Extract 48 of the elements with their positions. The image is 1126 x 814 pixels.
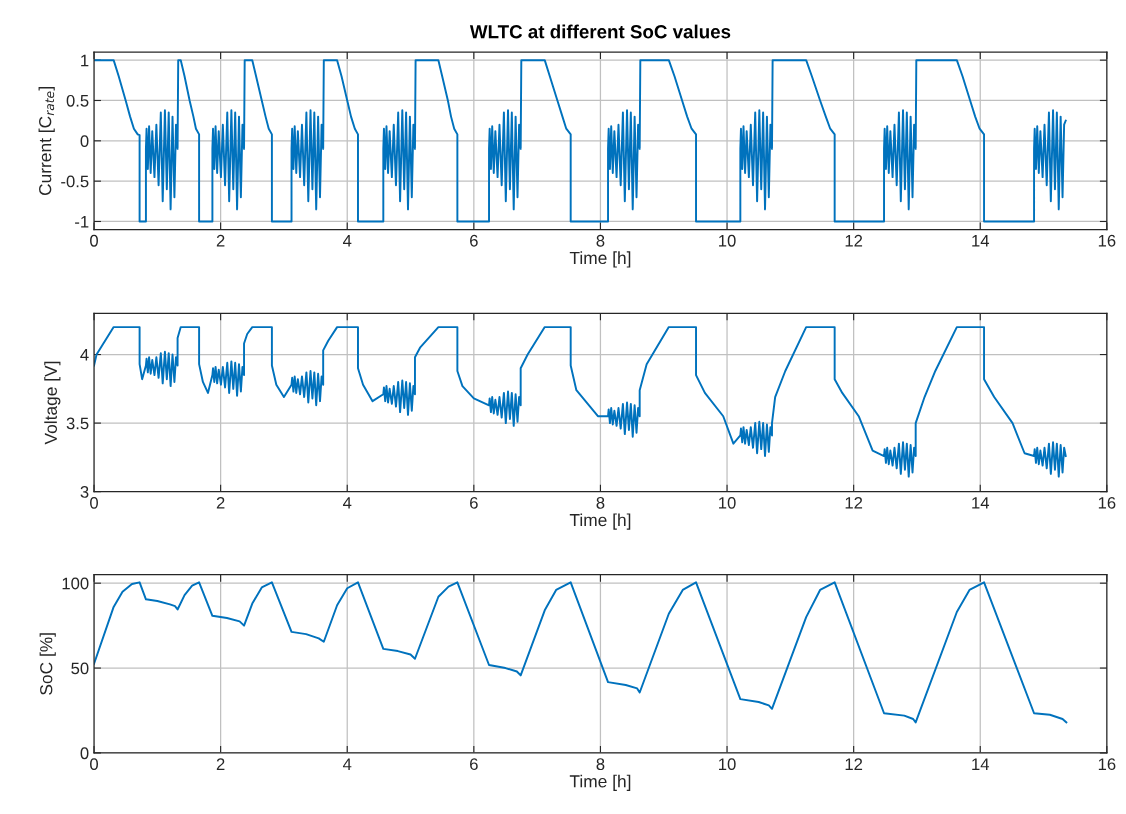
x-tick-label: 6 [470, 758, 478, 771]
x-tick-label: 4 [342, 497, 352, 509]
x-tick-label: 16 [1098, 496, 1116, 509]
x-tick-label: 0 [90, 496, 98, 509]
y-tick-label: 0 [80, 135, 89, 148]
x-axis-title: Time [h] [569, 513, 631, 530]
x-tick-label: 14 [972, 758, 990, 770]
y-axis-title: SoC [%] [39, 633, 56, 695]
x-tick-label: 2 [216, 234, 225, 247]
x-tick-label: 2 [216, 496, 225, 509]
x-tick-label: 12 [845, 758, 863, 770]
y-tick-label: 0.5 [66, 94, 89, 107]
y-tick-label: 3 [80, 486, 89, 498]
y-tick-label: 50 [71, 662, 89, 675]
x-tick-label: 0 [90, 758, 98, 771]
y-tick-label: -0.5 [61, 175, 89, 188]
x-tick-label: 2 [216, 758, 225, 770]
y-tick-label: 3.5 [66, 417, 89, 430]
x-tick-label: 16 [1098, 234, 1116, 247]
x-tick-label: 4 [342, 758, 352, 770]
x-tick-label: 16 [1098, 758, 1116, 771]
x-tick-label: 12 [845, 496, 863, 509]
x-tick-label: 14 [972, 235, 990, 247]
line-series [94, 326, 1067, 478]
y-tick-label: 4 [80, 349, 89, 361]
y-tick-label: 100 [62, 577, 89, 590]
x-axis-title: Time [h] [569, 251, 631, 268]
x-tick-label: 8 [596, 234, 605, 247]
line-series [94, 59, 1067, 223]
x-tick-label: 10 [719, 758, 736, 771]
chart-title: WLTC at different SoC values [469, 24, 731, 39]
x-tick-label: 6 [470, 234, 478, 247]
x-axis-title: Time [h] [569, 774, 631, 791]
y-axis-title: Current [C$_{rate}$] [38, 86, 55, 196]
y-axis-title: Voltage [V] [44, 361, 61, 445]
y-tick-label: -1 [75, 216, 89, 228]
line-series [94, 581, 1068, 724]
x-tick-label: 6 [470, 496, 478, 509]
x-tick-label: 8 [596, 496, 605, 509]
y-tick-label: 1 [81, 54, 89, 67]
x-tick-label: 12 [845, 234, 863, 247]
x-tick-label: 8 [596, 758, 605, 771]
x-tick-label: 0 [90, 234, 98, 247]
x-tick-label: 14 [972, 497, 990, 509]
x-tick-label: 10 [719, 496, 736, 509]
x-tick-label: 10 [719, 234, 736, 247]
y-tick-label: 0 [80, 747, 89, 760]
x-tick-label: 4 [342, 235, 352, 247]
